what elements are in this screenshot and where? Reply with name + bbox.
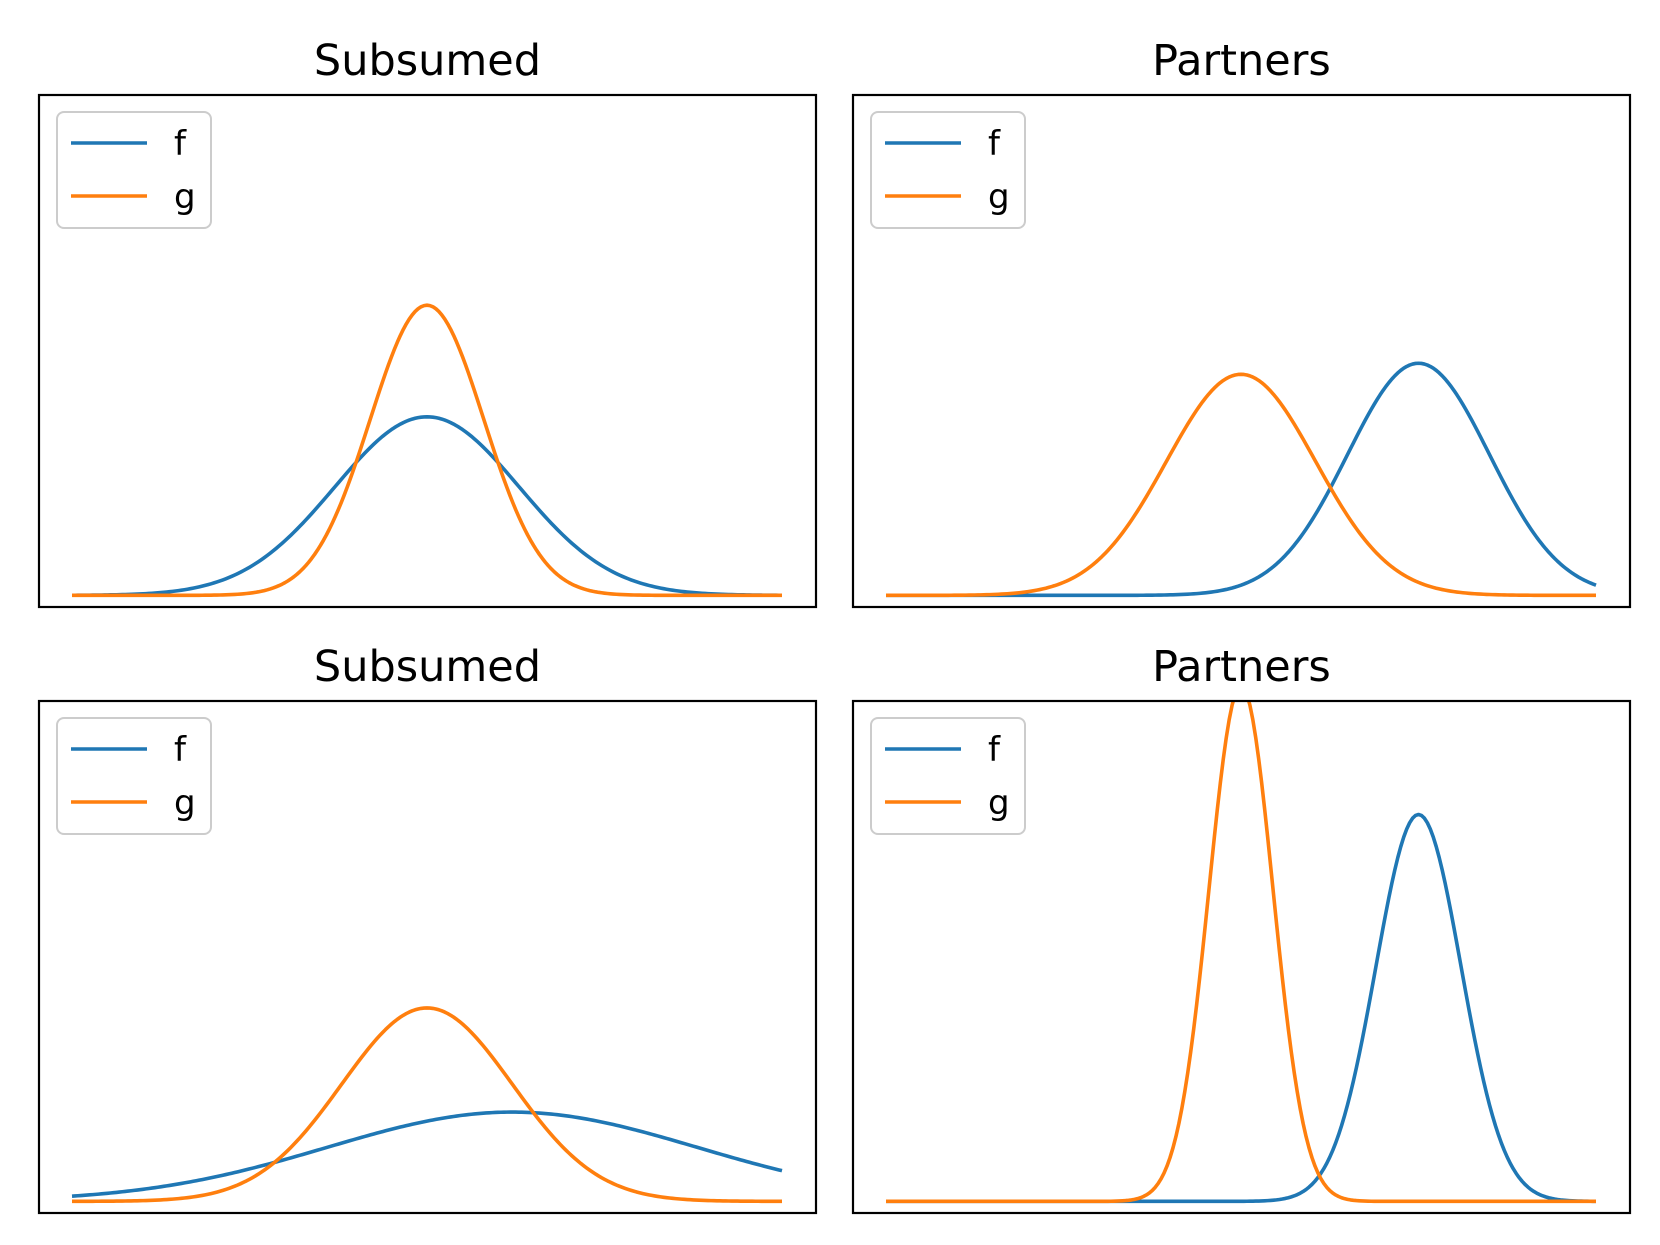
panel-subsumed-top: Subsumed fg	[37, 36, 818, 609]
legend-label-f: f	[174, 730, 187, 770]
series-line-g	[72, 303, 782, 598]
axes-frame	[851, 699, 1632, 1215]
series-line-f	[886, 812, 1597, 1204]
series-line-f	[886, 361, 1597, 598]
axes-frame	[851, 93, 1632, 609]
legend-box	[56, 717, 212, 835]
legend-box	[870, 717, 1026, 835]
panel-title: Subsumed	[314, 642, 541, 692]
legend-label-g: g	[988, 177, 1010, 217]
series-line-f	[71, 1110, 783, 1198]
legend-box	[870, 111, 1026, 229]
panel-title: Partners	[1152, 36, 1331, 86]
axes-frame	[37, 699, 818, 1215]
legend: fg	[870, 717, 1026, 835]
series-line-g	[72, 1006, 782, 1204]
legend: fg	[870, 111, 1026, 229]
panel-title: Subsumed	[314, 36, 541, 86]
legend-label-g: g	[174, 783, 196, 823]
panel-subsumed-bottom: Subsumed fg	[37, 642, 818, 1215]
panel-title: Partners	[1152, 642, 1331, 692]
axes-frame	[37, 93, 818, 609]
panel-partners-top: Partners fg	[851, 36, 1632, 609]
series-line-f	[71, 415, 783, 598]
legend-label-f: f	[174, 124, 187, 164]
series-line-g	[886, 372, 1596, 598]
legend-label-f: f	[988, 124, 1001, 164]
series-line-g	[886, 701, 1596, 1204]
legend-label-f: f	[988, 730, 1001, 770]
panel-partners-bottom: Partners fg	[851, 642, 1632, 1215]
legend-label-g: g	[988, 783, 1010, 823]
legend-label-g: g	[174, 177, 196, 217]
legend: fg	[56, 111, 212, 229]
legend: fg	[56, 717, 212, 835]
legend-box	[56, 111, 212, 229]
